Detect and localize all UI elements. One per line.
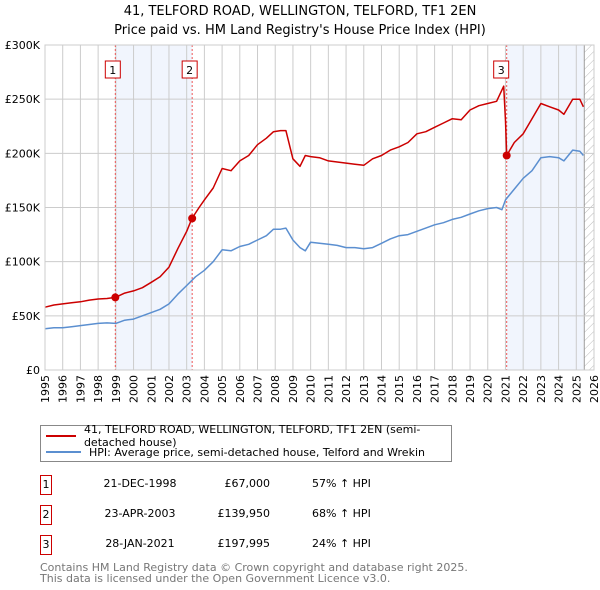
- legend-item-hpi: HPI: Average price, semi-detached house,…: [46, 444, 425, 460]
- x-tick-label: 2012: [340, 375, 353, 403]
- x-tick-label: 2004: [198, 375, 211, 403]
- y-tick-label: £0: [26, 364, 40, 377]
- x-tick-label: 2006: [234, 375, 247, 403]
- legend-label: HPI: Average price, semi-detached house,…: [89, 445, 425, 459]
- sale-price: £197,995: [217, 537, 271, 550]
- sale-price: £67,000: [224, 477, 271, 490]
- legend: 41, TELFORD ROAD, WELLINGTON, TELFORD, T…: [40, 423, 452, 462]
- property-price-line: [44, 85, 585, 308]
- sale-row-2: 2 23-APR-2003 £139,950 68% ↑ HPI: [40, 505, 440, 525]
- x-tick-label: 1995: [39, 375, 52, 403]
- x-tick-label: 2008: [269, 375, 282, 403]
- sale-number-badge: 1: [40, 475, 52, 495]
- x-tick-label: 2017: [429, 375, 442, 403]
- x-tick-label: 1998: [92, 375, 105, 403]
- x-tick-label: 2005: [216, 375, 229, 403]
- y-tick-label: £150K: [5, 202, 41, 215]
- x-tick-label: 2014: [375, 375, 388, 403]
- y-tick-label: £250K: [5, 93, 41, 106]
- x-tick-label: 2022: [517, 375, 530, 403]
- sale-label: 1: [109, 64, 116, 77]
- sale-number-badge: 2: [40, 505, 52, 525]
- sale-date: 21-DEC-1998: [103, 477, 177, 490]
- legend-item-property: 41, TELFORD ROAD, WELLINGTON, TELFORD, T…: [46, 423, 451, 449]
- sale-price: £139,950: [217, 507, 271, 520]
- legend-swatch-red: [46, 435, 76, 437]
- x-tick-label: 2019: [464, 375, 477, 403]
- x-tick-label: 2007: [252, 375, 265, 403]
- x-tick-label: 2015: [393, 375, 406, 403]
- x-tick-label: 2013: [358, 375, 371, 403]
- y-tick-label: £300K: [5, 39, 41, 52]
- sale-point: [188, 214, 197, 223]
- x-tick-label: 2021: [499, 375, 512, 403]
- x-tick-label: 2020: [482, 375, 495, 403]
- y-tick-label: £50K: [12, 310, 41, 323]
- x-tick-label: 2025: [570, 375, 583, 403]
- x-tick-label: 2002: [163, 375, 176, 403]
- legend-label: 41, TELFORD ROAD, WELLINGTON, TELFORD, T…: [83, 423, 421, 449]
- sale-label: 2: [186, 64, 193, 77]
- x-tick-label: 2024: [553, 375, 566, 403]
- sale-date: 23-APR-2003: [104, 507, 176, 520]
- sale-hpi-diff: 68% ↑ HPI: [312, 507, 371, 520]
- footer-attribution: Contains HM Land Registry data © Crown c…: [40, 562, 468, 584]
- x-tick-label: 2001: [145, 375, 158, 403]
- sale-label-box: [493, 60, 510, 79]
- sale-point: [111, 293, 120, 302]
- price-chart: 1 2 3 1995 1996 1997 1998 1999 2000 2001 2002 2003 2…: [5, 39, 600, 403]
- x-tick-label: 2018: [446, 375, 459, 403]
- x-tick-label: 2011: [322, 375, 335, 403]
- plot-border: [44, 44, 595, 371]
- x-tick-label: 2000: [128, 375, 141, 403]
- legend-swatch-blue: [46, 451, 81, 453]
- x-tick-label: 1996: [57, 375, 70, 403]
- y-tick-label: £100K: [5, 256, 41, 269]
- sale-point: [502, 151, 511, 160]
- sale-label-box: [104, 60, 121, 79]
- y-tick-label: £200K: [5, 147, 41, 160]
- title-line-1: 41, TELFORD ROAD, WELLINGTON, TELFORD, T…: [123, 4, 477, 19]
- sale-date: 28-JAN-2021: [105, 537, 175, 550]
- x-tick-label: 1997: [74, 375, 87, 403]
- sale-hpi-diff: 57% ↑ HPI: [312, 477, 371, 490]
- x-tick-label: 2023: [535, 375, 548, 403]
- x-tick-label: 2010: [305, 375, 318, 403]
- sale-row-1: 1 21-DEC-1998 £67,000 57% ↑ HPI: [40, 475, 440, 495]
- sale-label-box: [181, 60, 198, 79]
- title-line-2: Price paid vs. HM Land Registry's House …: [114, 23, 486, 38]
- x-tick-label: 1999: [110, 375, 123, 403]
- sale-row-3: 3 28-JAN-2021 £197,995 24% ↑ HPI: [40, 535, 440, 555]
- sale-label: 3: [498, 64, 505, 77]
- x-tick-label: 2016: [411, 375, 424, 403]
- footer-line-1: Contains HM Land Registry data © Crown c…: [40, 561, 468, 574]
- footer-line-2: This data is licensed under the Open Gov…: [40, 572, 391, 585]
- sale-number-badge: 3: [40, 535, 52, 555]
- chart-title: 41, TELFORD ROAD, WELLINGTON, TELFORD, T…: [0, 2, 600, 40]
- x-tick-label: 2003: [181, 375, 194, 403]
- x-tick-label: 2009: [287, 375, 300, 403]
- x-tick-label: 2026: [588, 375, 600, 403]
- hpi-line: [44, 149, 584, 330]
- sale-hpi-diff: 24% ↑ HPI: [312, 537, 371, 550]
